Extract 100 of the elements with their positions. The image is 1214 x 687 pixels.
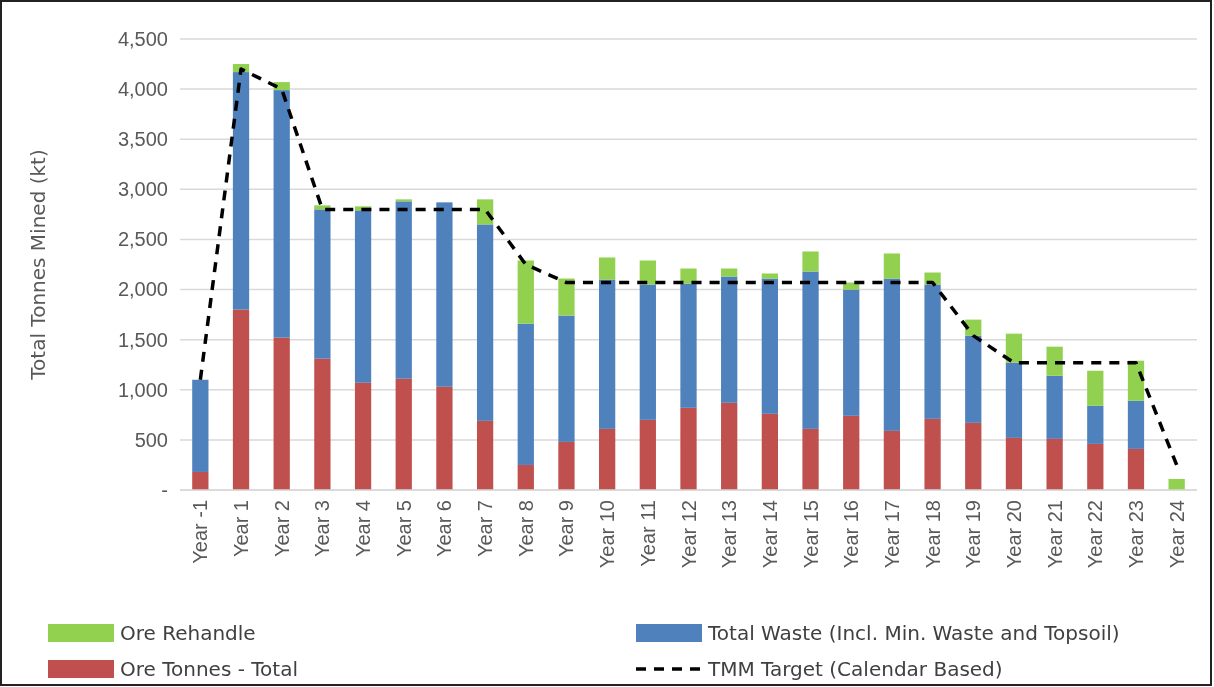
x-tick-label: Year 22 [1084, 500, 1107, 569]
x-tick-label: Year 12 [677, 500, 700, 569]
y-tick-label: 4,000 [117, 78, 168, 101]
bar [314, 209, 331, 359]
bar [721, 402, 738, 490]
bar [599, 428, 616, 490]
bar [680, 268, 697, 284]
x-tick-label: Year 1 [230, 500, 253, 558]
bar [476, 224, 494, 421]
bar [395, 201, 412, 379]
bar [761, 413, 778, 490]
bar [1005, 362, 1023, 438]
x-tick-label: Year 17 [880, 500, 903, 569]
x-tick-label: Year 13 [718, 500, 741, 569]
bar [1087, 370, 1104, 406]
legend-label: Total Waste (Incl. Min. Waste and Topsoil) [707, 621, 1120, 645]
bar [639, 260, 656, 285]
x-tick-label: Year 2 [270, 500, 293, 558]
y-tick-label: 1,000 [117, 378, 168, 401]
x-tick-label: Year 11 [636, 500, 659, 567]
y-tick-label: - [161, 478, 168, 501]
x-tick-label: Year 19 [962, 500, 985, 569]
bar [965, 422, 982, 490]
y-tick-label: 4,500 [117, 27, 168, 50]
bar [639, 284, 656, 420]
bar [965, 319, 982, 336]
bar [761, 273, 778, 279]
x-tick-label: Year 23 [1124, 500, 1147, 569]
bar [843, 415, 860, 490]
bar [1127, 448, 1145, 490]
bar [1087, 405, 1104, 444]
bar [273, 90, 290, 338]
bar [1046, 346, 1063, 376]
bar [802, 251, 819, 272]
x-tick-label: Year 9 [555, 500, 578, 558]
legend-label: TMM Target (Calendar Based) [707, 657, 1003, 681]
bar [599, 279, 616, 429]
bar [883, 430, 901, 490]
bar [558, 441, 575, 490]
bar [680, 407, 697, 490]
x-tick-label: Year 24 [1165, 500, 1188, 569]
x-tick-label: Year 16 [840, 500, 863, 569]
bar [232, 309, 250, 490]
bar [883, 253, 901, 279]
bar [1005, 437, 1023, 490]
x-tick-label: Year 4 [352, 500, 375, 558]
bar [558, 315, 575, 442]
bar [476, 420, 494, 490]
y-tick-label: 2,500 [117, 228, 168, 251]
bar [680, 283, 697, 408]
bar [273, 337, 290, 490]
bar [843, 289, 860, 416]
bar [192, 379, 209, 472]
bar [1087, 443, 1104, 490]
bar [436, 386, 453, 490]
bar [599, 257, 616, 280]
bar [558, 278, 575, 316]
bar [1005, 333, 1023, 363]
y-tick-label: 1,500 [117, 328, 168, 351]
bar [1046, 375, 1063, 439]
bar [192, 471, 209, 490]
x-tick-label: Year 7 [474, 500, 497, 558]
bar [436, 202, 453, 387]
x-tick-label: Year 21 [1043, 500, 1066, 569]
y-axis-title: Total Tonnes Mined (kt) [26, 149, 50, 381]
bar [232, 72, 250, 310]
bar [354, 210, 372, 383]
bar [517, 323, 534, 465]
bar [721, 276, 738, 403]
bar [924, 284, 941, 419]
line-series [198, 67, 1179, 467]
x-tick-label: Year -1 [189, 500, 212, 564]
x-tick-label: Year 10 [596, 500, 619, 569]
bar [354, 382, 372, 490]
y-tick-label: 3,000 [117, 178, 168, 201]
bar [802, 271, 819, 429]
bar [761, 278, 778, 414]
x-tick-label: Year 8 [514, 500, 537, 558]
bar [802, 428, 819, 490]
bar [1127, 400, 1145, 449]
bar [517, 260, 534, 324]
bar [965, 335, 982, 423]
bar [721, 268, 738, 277]
y-tick-label: 500 [134, 428, 168, 451]
x-tick-label: Year 3 [311, 500, 334, 558]
bar [314, 358, 331, 490]
bar [639, 419, 656, 490]
y-tick-label: 2,000 [117, 278, 168, 301]
x-tick-label: Year 5 [392, 500, 415, 558]
bar [883, 278, 901, 431]
bar [395, 199, 412, 202]
y-tick-label: 3,500 [117, 128, 168, 151]
x-tick-label: Year 18 [921, 500, 944, 569]
x-tick-label: Year 15 [799, 500, 822, 569]
bar [1046, 438, 1063, 490]
bar [924, 418, 941, 490]
legend-label: Ore Rehandle [120, 621, 256, 645]
x-tick-label: Year 6 [433, 500, 456, 558]
legend-label: Ore Tonnes - Total [120, 657, 298, 681]
bar [517, 464, 534, 490]
